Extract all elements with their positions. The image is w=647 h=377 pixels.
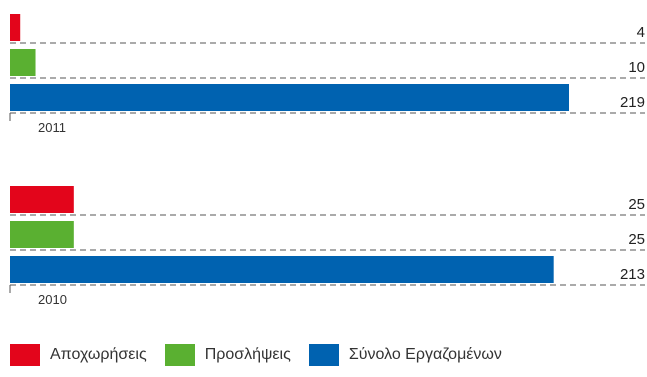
value-label-2010-departures: 25 xyxy=(628,196,645,213)
legend-item-departures: Αποχωρήσεις xyxy=(10,344,147,366)
legend-label-hires: Προσλήψεις xyxy=(204,346,291,363)
group-label-2010: 2010 xyxy=(38,292,67,307)
legend: Αποχωρήσεις Προσλήψεις Σύνολο Εργαζομένω… xyxy=(10,344,520,366)
legend-item-hires: Προσλήψεις xyxy=(164,344,291,366)
legend-label-total-employees: Σύνολο Εργαζομένων xyxy=(348,346,502,363)
legend-swatch-total-employees xyxy=(308,344,339,366)
group-label-2011: 2011 xyxy=(38,120,66,135)
value-label-2010-hires: 25 xyxy=(628,231,645,248)
legend-swatch-hires xyxy=(164,344,195,366)
bar-2010-departures xyxy=(10,186,74,213)
value-label-2011-departures: 4 xyxy=(637,24,645,41)
value-label-2011-hires: 10 xyxy=(628,59,645,76)
value-label-2011-total-employees: 219 xyxy=(620,94,645,111)
bar-2011-departures xyxy=(10,14,21,41)
bar-2010-hires xyxy=(10,221,74,248)
bar-2011-hires xyxy=(10,49,36,76)
legend-swatch-departures xyxy=(10,344,40,366)
bar-chart: 4 10 219 2011 25 25 213 2010 xyxy=(9,14,645,307)
bar-2010-total-employees xyxy=(10,256,554,283)
legend-item-total-employees: Σύνολο Εργαζομένων xyxy=(308,344,502,366)
bar-2011-total-employees xyxy=(10,84,569,111)
legend-label-departures: Αποχωρήσεις xyxy=(50,346,147,363)
value-label-2010-total-employees: 213 xyxy=(620,266,645,283)
